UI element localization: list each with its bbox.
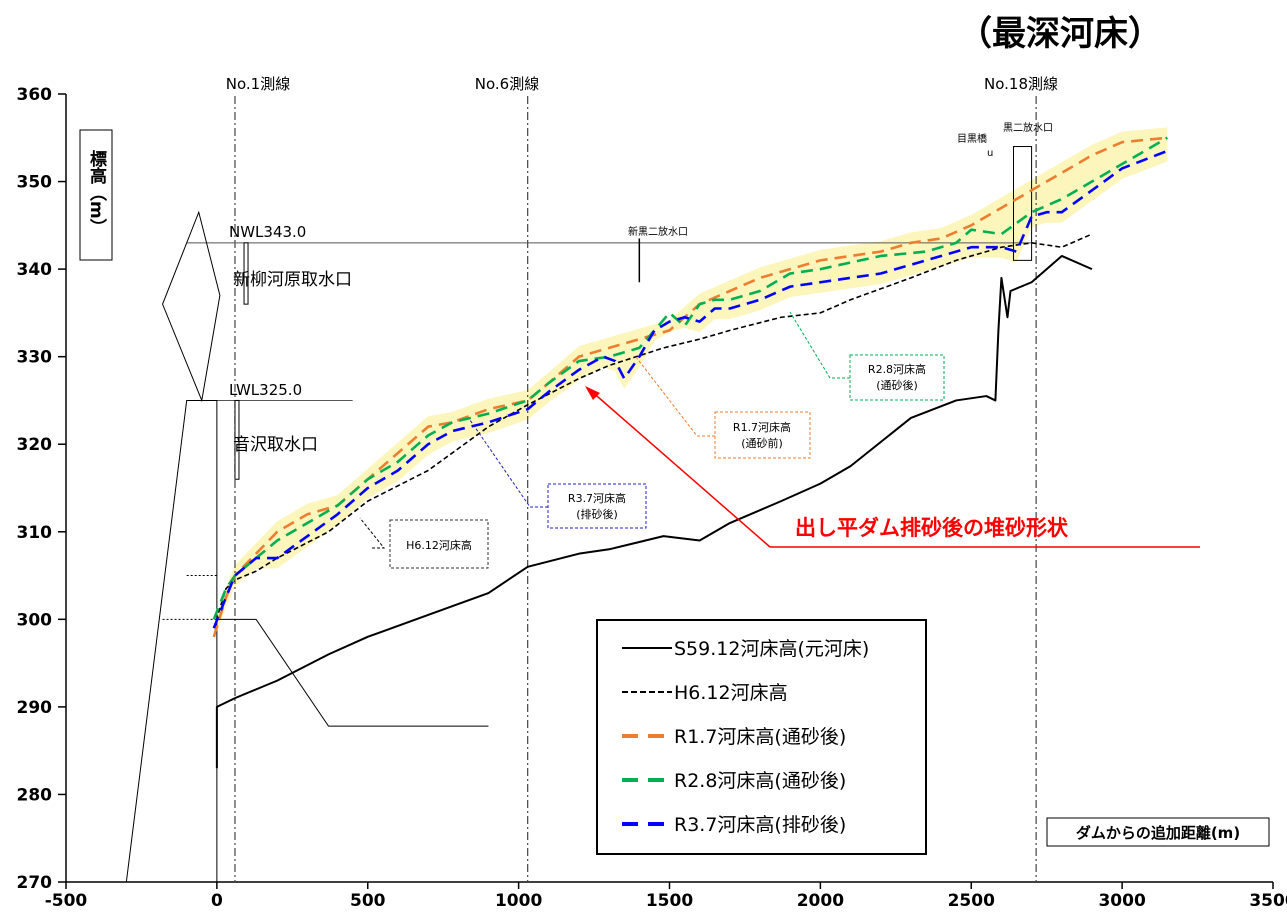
callout-leader-r17 <box>636 357 715 436</box>
y-tick-label: 340 <box>17 260 53 280</box>
highlight-arrow-head <box>585 386 600 400</box>
dam-gate <box>163 212 220 400</box>
x-tick-label: 1000 <box>495 891 542 911</box>
y-tick-label: 360 <box>17 85 53 105</box>
dam-body <box>126 400 217 882</box>
callout-leader-r28 <box>790 312 850 378</box>
series-line-1 <box>214 234 1092 628</box>
downstream-apron <box>217 619 489 726</box>
x-tick-label: 2500 <box>948 891 995 911</box>
callout-r28-line2: (通砂後) <box>876 378 918 392</box>
xlabel: ダムからの追加距離(m) <box>1076 824 1240 842</box>
y-tick-label: 320 <box>17 435 53 455</box>
survey-line-label-6: No.6測線 <box>475 75 539 93</box>
ylabel: 標高（m） <box>86 149 107 236</box>
callout-leader-h6 <box>360 518 384 548</box>
x-tick-label: 3000 <box>1098 891 1145 911</box>
lwl-label: LWL325.0 <box>229 381 302 399</box>
legend-label-0: S59.12河床高(元河床) <box>674 638 869 660</box>
kuro2-outlet-label: 黒二放水口 <box>1003 121 1053 134</box>
x-tick-label: 2000 <box>797 891 844 911</box>
x-tick-label: 3500 <box>1249 891 1287 911</box>
chart-title: （最深河床） <box>958 14 1162 54</box>
callout-h6-text: H6.12河床高 <box>406 538 472 552</box>
intake-label-shinyanagawara: 新柳河原取水口 <box>233 270 352 290</box>
callout-r28-line1: R2.8河床高 <box>868 362 926 376</box>
legend-label-4: R3.7河床高(排砂後) <box>674 814 846 836</box>
legend-label-3: R2.8河床高(通砂後) <box>674 770 846 792</box>
y-tick-label: 290 <box>17 698 53 718</box>
x-tick-label: 500 <box>350 891 386 911</box>
callout-r17-line1: R1.7河床高 <box>733 420 791 434</box>
y-tick-label: 310 <box>17 523 53 543</box>
x-tick-label: 1500 <box>646 891 693 911</box>
legend: S59.12河床高(元河床) H6.12河床高 R1.7河床高(通砂後) R2.8河床… <box>597 620 926 854</box>
callout-r17-line2: (通砂前) <box>741 436 783 450</box>
survey-line-label-18: No.18測線 <box>984 75 1058 93</box>
highlight-text: 出し平ダム排砂後の堆砂形状 <box>795 516 1069 540</box>
x-tick-label: 0 <box>211 891 223 911</box>
y-tick-label: 330 <box>17 348 53 368</box>
survey-line-label-1: No.1測線 <box>226 75 290 93</box>
callout-r37-line1: R3.7河床高 <box>568 491 626 505</box>
y-tick-label: 350 <box>17 173 53 193</box>
x-tick-label: -500 <box>45 891 88 911</box>
y-tick-label: 300 <box>17 610 53 630</box>
callout-box-r37 <box>548 484 646 528</box>
legend-label-2: R1.7河床高(通砂後) <box>674 726 846 748</box>
callout-r37-line2: (排砂後) <box>576 507 618 521</box>
meguro-bridge-mark: u <box>987 148 993 159</box>
sediment-band <box>214 127 1168 638</box>
y-tick-label: 280 <box>17 785 53 805</box>
nwl-label: NWL343.0 <box>229 223 306 241</box>
outlet-new-kuro2-label: 新黒二放水口 <box>628 225 688 238</box>
meguro-bridge-label: 目黒橋 <box>957 132 987 145</box>
callout-box-r17 <box>715 412 810 458</box>
y-tick-label: 270 <box>17 873 53 893</box>
intake-label-otozawa: 音沢取水口 <box>233 435 318 455</box>
callout-box-r28 <box>850 355 944 400</box>
legend-label-1: H6.12河床高 <box>674 682 788 704</box>
